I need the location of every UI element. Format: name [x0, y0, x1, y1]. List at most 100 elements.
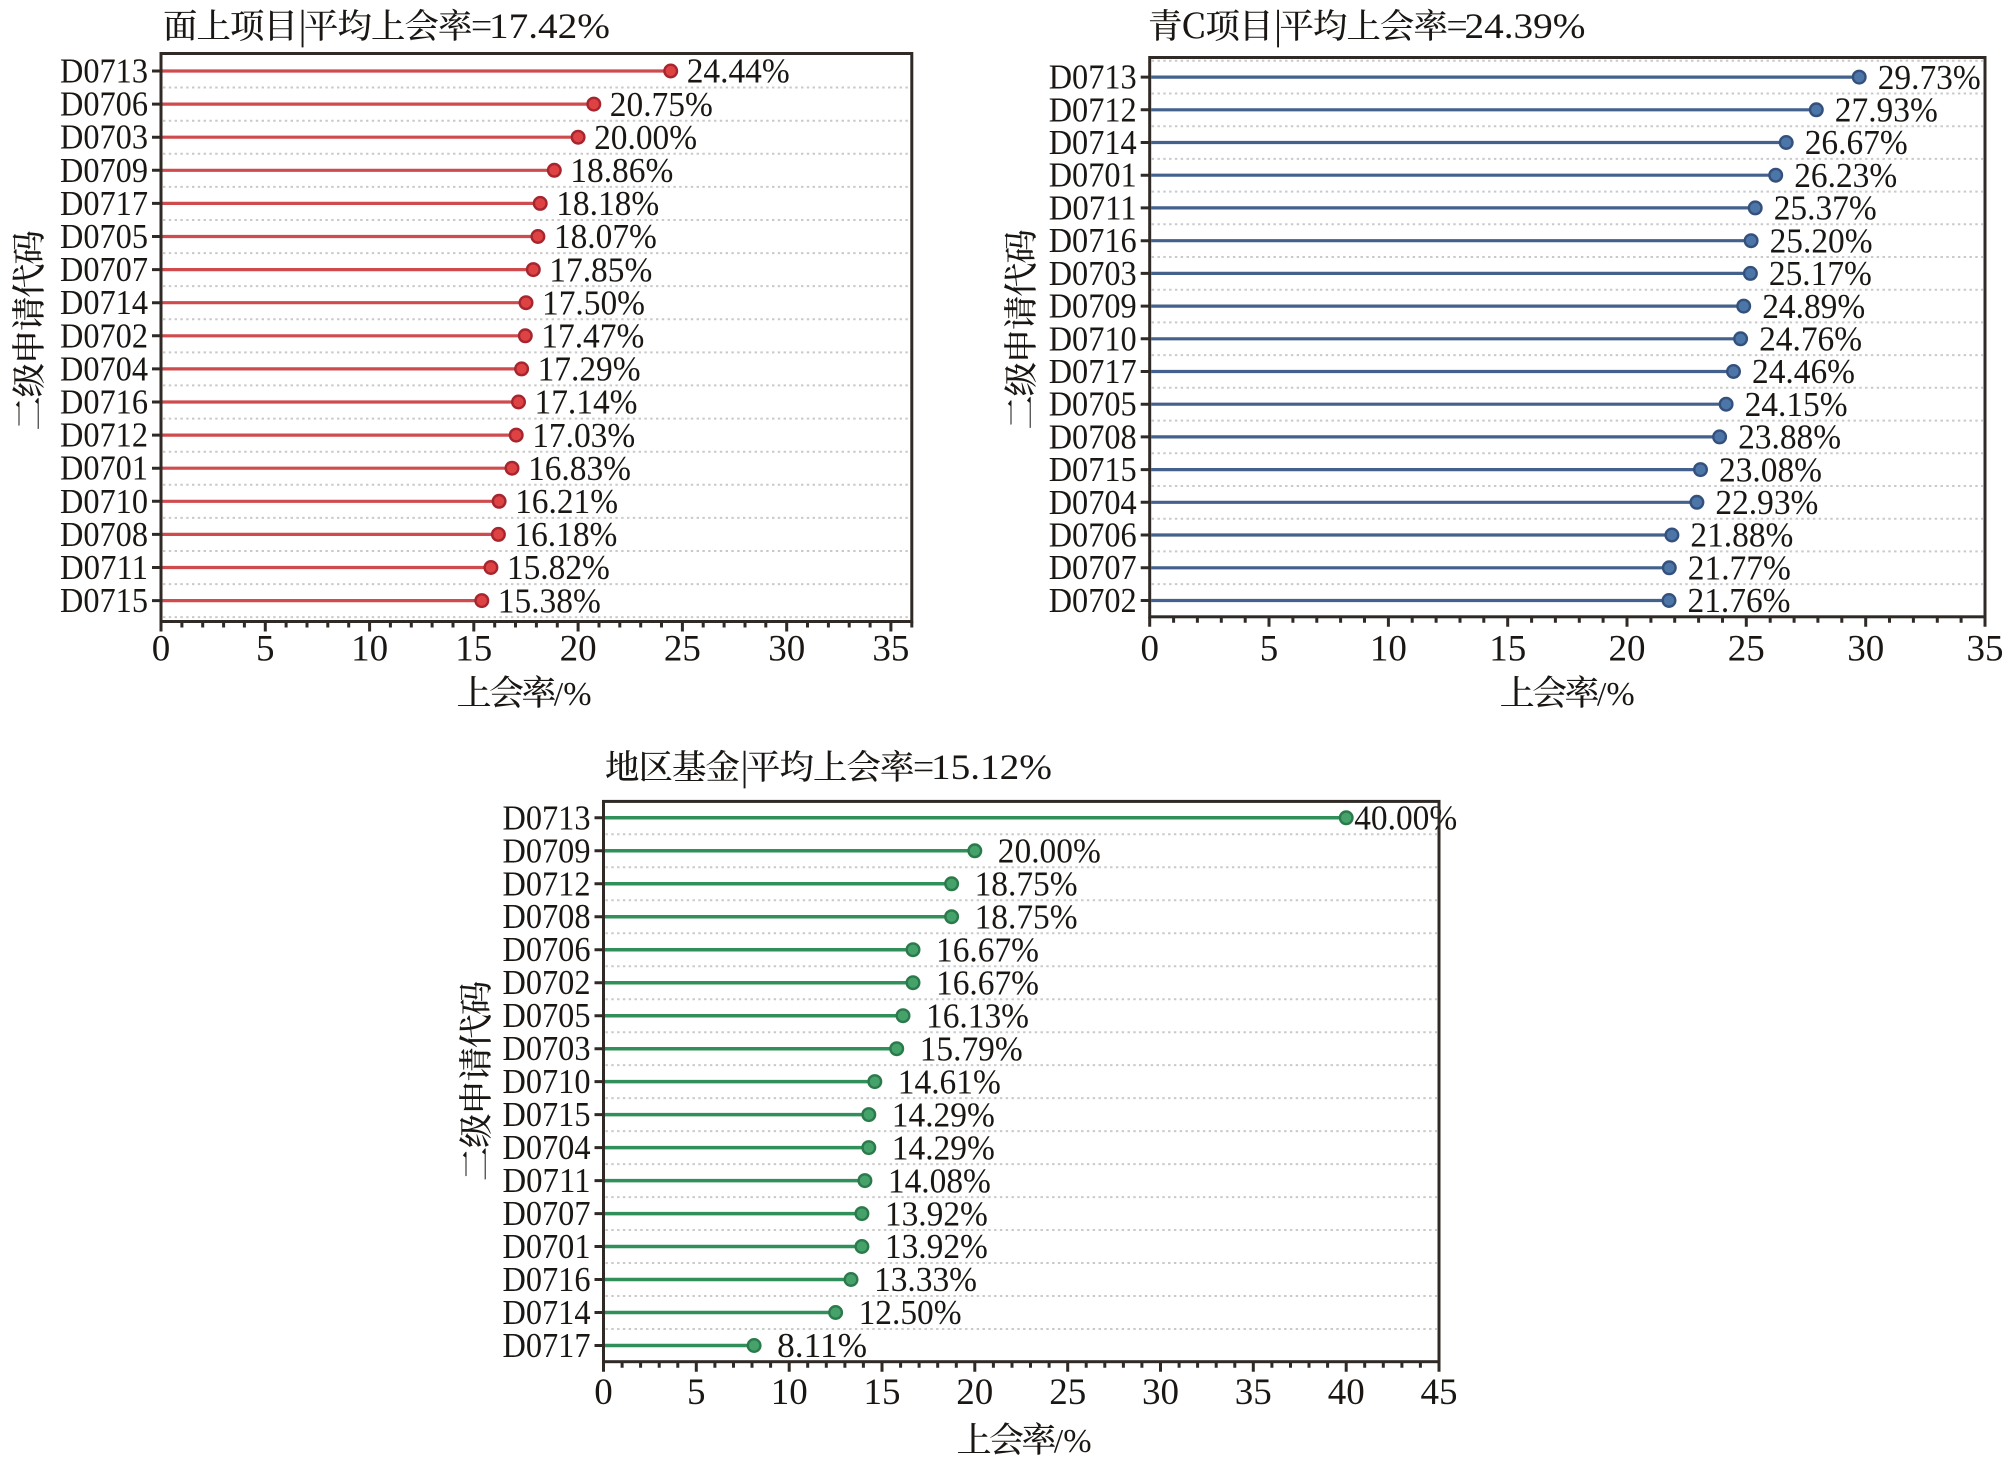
- svg-text:D0701: D0701: [1049, 156, 1137, 195]
- svg-text:24.15%: 24.15%: [1745, 385, 1848, 424]
- svg-text:24.46%: 24.46%: [1752, 352, 1855, 391]
- svg-text:15: 15: [1489, 629, 1526, 670]
- svg-text:D0709: D0709: [1049, 287, 1137, 326]
- svg-text:13.92%: 13.92%: [885, 1194, 988, 1233]
- svg-text:35: 35: [1235, 1372, 1272, 1413]
- svg-text:15.82%: 15.82%: [507, 548, 610, 587]
- svg-text:20: 20: [560, 629, 597, 670]
- svg-text:D0716: D0716: [1049, 221, 1137, 260]
- svg-text:18.86%: 18.86%: [570, 151, 673, 190]
- svg-text:D0711: D0711: [1049, 188, 1137, 227]
- svg-text:13.33%: 13.33%: [874, 1260, 977, 1299]
- svg-text:/%: /%: [1597, 676, 1635, 713]
- svg-text:5: 5: [256, 629, 275, 670]
- svg-text:D0703: D0703: [1049, 254, 1137, 293]
- svg-text:D0716: D0716: [503, 1260, 591, 1299]
- svg-text:/%: /%: [554, 676, 592, 713]
- svg-text:25.17%: 25.17%: [1769, 254, 1872, 293]
- svg-text:35: 35: [872, 629, 909, 670]
- svg-text:10: 10: [351, 629, 388, 670]
- svg-text:5: 5: [687, 1372, 706, 1413]
- svg-text:D0713: D0713: [503, 798, 591, 837]
- svg-text:24.89%: 24.89%: [1762, 287, 1865, 326]
- svg-text:0: 0: [594, 1372, 613, 1413]
- svg-text:D0705: D0705: [503, 996, 591, 1035]
- svg-text:10: 10: [771, 1372, 808, 1413]
- svg-text:D0701: D0701: [60, 449, 148, 488]
- svg-text:20.00%: 20.00%: [594, 118, 697, 157]
- svg-text:27.93%: 27.93%: [1835, 91, 1938, 130]
- svg-text:D0708: D0708: [503, 897, 591, 936]
- svg-text:21.77%: 21.77%: [1688, 549, 1791, 588]
- svg-text:17.50%: 17.50%: [542, 283, 645, 322]
- svg-text:16.13%: 16.13%: [926, 996, 1029, 1035]
- svg-text:14.29%: 14.29%: [892, 1095, 995, 1134]
- svg-text:20: 20: [1609, 629, 1646, 670]
- svg-text:16.21%: 16.21%: [515, 482, 618, 521]
- svg-text:D0703: D0703: [60, 118, 148, 157]
- svg-text:15.38%: 15.38%: [498, 581, 601, 620]
- svg-text:16.83%: 16.83%: [528, 449, 631, 488]
- svg-text:24.76%: 24.76%: [1759, 320, 1862, 359]
- svg-text:25.37%: 25.37%: [1774, 189, 1877, 228]
- svg-text:0: 0: [1140, 629, 1159, 670]
- svg-text:D0707: D0707: [503, 1194, 591, 1233]
- svg-text:D0707: D0707: [60, 250, 148, 289]
- svg-text:D0717: D0717: [60, 184, 148, 223]
- svg-text:25: 25: [664, 629, 701, 670]
- svg-text:D0714: D0714: [1049, 123, 1137, 162]
- svg-text:45: 45: [1421, 1372, 1458, 1413]
- svg-text:17.42%: 17.42%: [489, 6, 610, 46]
- svg-text:5: 5: [1260, 629, 1279, 670]
- svg-text:D0712: D0712: [1049, 90, 1137, 129]
- svg-text:30: 30: [1847, 629, 1884, 670]
- svg-text:D0705: D0705: [60, 217, 148, 256]
- svg-text:D0715: D0715: [503, 1095, 591, 1134]
- svg-text:D0711: D0711: [503, 1161, 591, 1200]
- svg-text:26.23%: 26.23%: [1794, 156, 1897, 195]
- svg-text:D0709: D0709: [503, 831, 591, 870]
- svg-text:17.03%: 17.03%: [532, 416, 635, 455]
- svg-text:21.88%: 21.88%: [1690, 516, 1793, 555]
- svg-text:18.75%: 18.75%: [975, 897, 1078, 936]
- svg-text:D0712: D0712: [503, 864, 591, 903]
- svg-text:16.18%: 16.18%: [514, 515, 617, 554]
- svg-text:D0714: D0714: [60, 283, 148, 322]
- svg-text:D0713: D0713: [60, 52, 148, 91]
- svg-text:D0708: D0708: [60, 515, 148, 554]
- svg-text:20.75%: 20.75%: [610, 85, 713, 124]
- svg-text:D0706: D0706: [60, 85, 148, 124]
- svg-text:16.67%: 16.67%: [936, 930, 1039, 969]
- svg-text:22.93%: 22.93%: [1715, 483, 1818, 522]
- svg-text:14.61%: 14.61%: [898, 1062, 1001, 1101]
- svg-text:D0702: D0702: [1049, 581, 1137, 620]
- svg-text:15.79%: 15.79%: [920, 1029, 1023, 1068]
- svg-text:D0704: D0704: [60, 349, 148, 388]
- svg-text:D0706: D0706: [503, 930, 591, 969]
- svg-text:D0702: D0702: [60, 316, 148, 355]
- svg-text:13.92%: 13.92%: [885, 1227, 988, 1266]
- svg-text:D0704: D0704: [1049, 483, 1137, 522]
- svg-text:D0710: D0710: [60, 482, 148, 521]
- svg-text:17.85%: 17.85%: [549, 250, 652, 289]
- svg-text:D0717: D0717: [1049, 352, 1137, 391]
- svg-text:25.20%: 25.20%: [1770, 221, 1873, 260]
- svg-text:30: 30: [1142, 1372, 1179, 1413]
- svg-text:20.00%: 20.00%: [998, 832, 1101, 871]
- svg-text:15: 15: [455, 629, 492, 670]
- svg-text:16.67%: 16.67%: [936, 963, 1039, 1002]
- svg-text:26.67%: 26.67%: [1805, 123, 1908, 162]
- svg-text:24.39%: 24.39%: [1465, 6, 1586, 46]
- svg-text:8.11%: 8.11%: [777, 1326, 867, 1365]
- svg-text:D0710: D0710: [1049, 319, 1137, 358]
- svg-text:D0715: D0715: [1049, 450, 1137, 489]
- svg-text:23.88%: 23.88%: [1738, 418, 1841, 457]
- svg-text:D0703: D0703: [503, 1029, 591, 1068]
- svg-text:14.29%: 14.29%: [892, 1128, 995, 1167]
- svg-text:15: 15: [864, 1372, 901, 1413]
- svg-text:D0711: D0711: [60, 548, 148, 587]
- svg-text:D0713: D0713: [1049, 58, 1137, 97]
- svg-text:10: 10: [1370, 629, 1407, 670]
- svg-text:20: 20: [956, 1372, 993, 1413]
- svg-text:17.29%: 17.29%: [538, 350, 641, 389]
